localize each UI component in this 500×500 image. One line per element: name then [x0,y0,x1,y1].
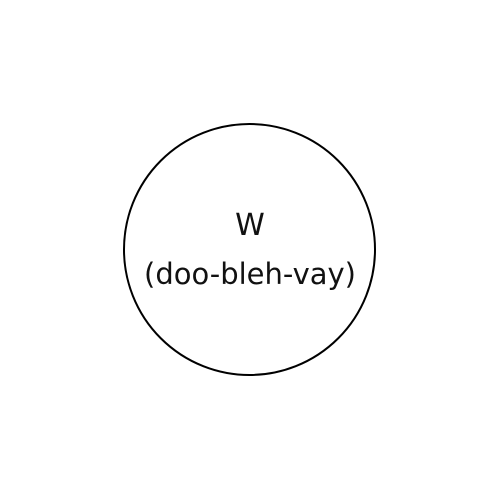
letter-circle [123,123,376,376]
pronunciation-label: (doo-bleh-vay) [144,257,356,291]
letter-label: W [235,208,265,243]
